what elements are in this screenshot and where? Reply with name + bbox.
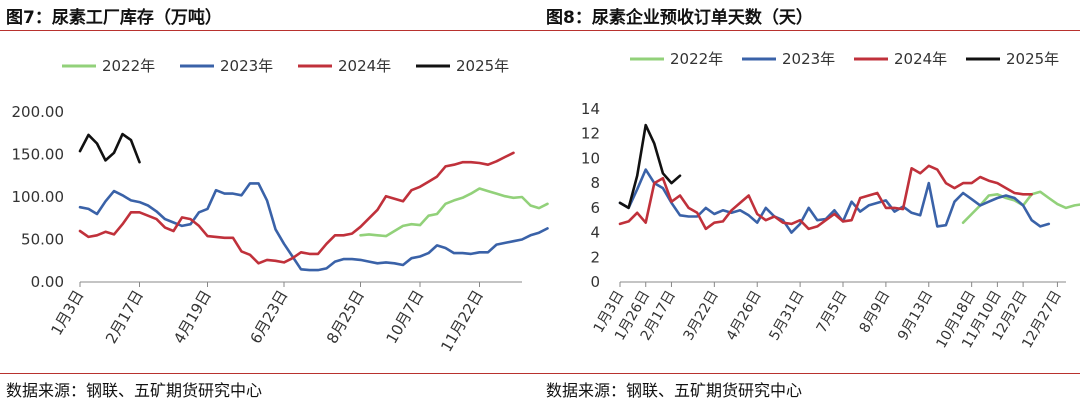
series-line-2022年 [961,190,1080,224]
legend-label: 2024年 [894,50,947,68]
x-tick-label: 3月22日 [681,288,722,343]
series-line-2023年 [78,182,549,272]
x-tick-label: 2月17日 [102,287,147,347]
y-tick-label: 2 [590,248,600,266]
legend-item-2024年: 2024年 [298,57,391,75]
legend-item-2024年: 2024年 [854,50,947,68]
y-tick-label: 4 [590,224,600,242]
legend-label: 2023年 [220,57,273,75]
y-tick-label: 6 [590,199,600,217]
legend-item-2025年: 2025年 [416,57,509,75]
y-tick-label: 50.00 [21,231,64,249]
figure-8-panel: 图8：尿素企业预收订单天数（天） 2022年 2023年 2024年 2025年 0 2 4… [540,0,1080,401]
figure-7-source: 数据来源：钢联、五矿期货研究中心 [6,381,263,400]
y-tick-label: 14 [581,100,600,118]
x-tick-label: 5月31日 [766,288,807,343]
y-tick-label: 150.00 [12,146,65,164]
legend-item-2025年: 2025年 [966,50,1059,68]
legend-label: 2023年 [782,50,835,68]
figure-8-title: 图8：尿素企业预收订单天数（天） [546,8,813,28]
figure-7-chart: 2022年 2023年 2024年 2025年 0.00 50.00 100.00 150.0… [12,57,549,355]
y-tick-label: 200.00 [12,103,65,121]
x-tick-label: 8月25日 [323,287,368,347]
x-tick-label: 4月19日 [170,287,215,347]
figure-8-chart: 2022年 2023年 2024年 2025年024681012141月3日1月26日… [581,50,1080,351]
series-line-2023年 [618,168,1051,234]
series-line-2025年 [618,123,682,210]
series-line-2022年 [359,187,549,238]
x-tick-label: 9月13日 [895,288,936,343]
figure-7-panel: 图7：尿素工厂库存（万吨） 2022年 2023年 2024年 2025年 0.00 50… [0,0,549,400]
y-tick-label: 100.00 [12,188,65,206]
y-tick-label: 8 [590,174,600,192]
x-tick-label: 10月7日 [383,287,428,347]
figure-7-title: 图7：尿素工厂库存（万吨） [6,8,222,28]
x-tick-label: 8月9日 [857,288,894,336]
figure-7-top-rule [0,30,540,31]
legend-label: 2025年 [1006,50,1059,68]
x-tick-label: 7月5日 [814,288,851,336]
x-tick-label: 4月26日 [723,288,764,343]
x-tick-label: 1月3日 [47,287,87,339]
figure-8-source: 数据来源：钢联、五矿期货研究中心 [546,381,803,400]
legend-item-2023年: 2023年 [180,57,273,75]
legend-item-2022年: 2022年 [62,57,155,75]
series-line-2024年 [78,151,515,265]
legend-item-2023年: 2023年 [742,50,835,68]
legend-label: 2022年 [102,57,155,75]
legend-label: 2025年 [456,57,509,75]
legend-label: 2022年 [670,50,723,68]
y-tick-label: 0 [590,273,600,291]
figure-7-title-row: 图7：尿素工厂库存（万吨） [0,0,540,30]
figure-8-bottom-rule [540,373,1080,374]
x-tick-label: 6月23日 [247,287,292,347]
y-tick-label: 0.00 [31,273,64,291]
figure-7-bottom-rule [0,373,540,374]
series-line-2025年 [78,132,141,164]
series-line-2024年 [618,164,1034,231]
legend-item-2022年: 2022年 [630,50,723,68]
y-tick-label: 10 [581,149,600,167]
x-tick-label: 11月22日 [437,287,487,355]
legend-label: 2024年 [338,57,391,75]
y-tick-label: 12 [581,125,600,143]
figure-8-title-row: 图8：尿素企业预收订单天数（天） [540,0,1080,30]
figure-8-top-rule [540,30,1080,31]
